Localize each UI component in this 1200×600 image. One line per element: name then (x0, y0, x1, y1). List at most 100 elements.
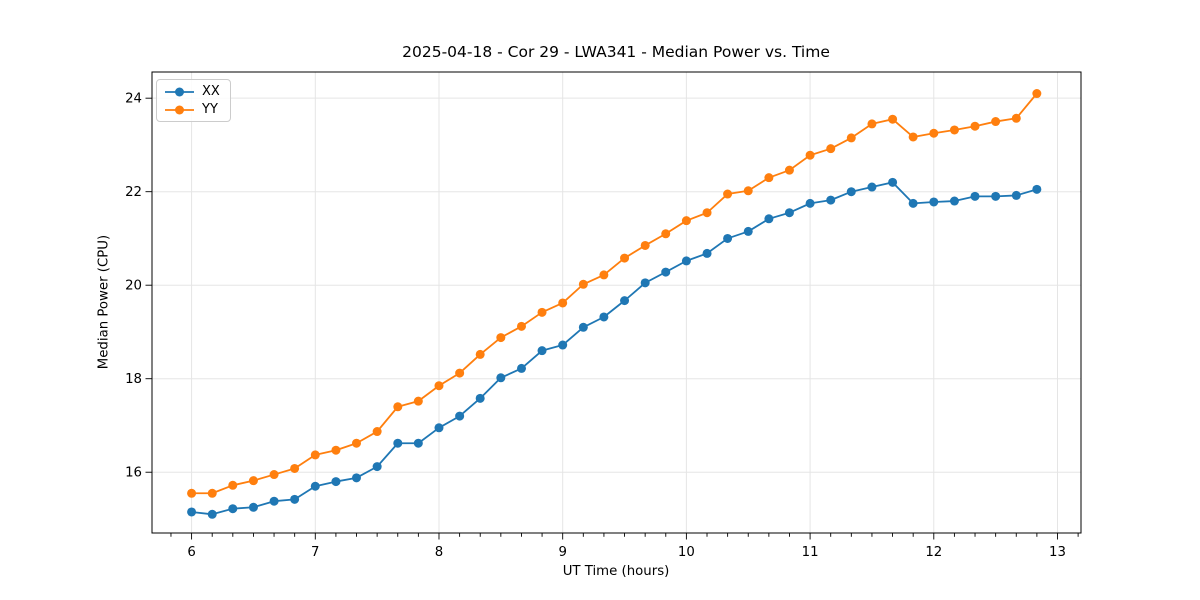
data-point-marker (496, 333, 506, 343)
data-point-marker (640, 240, 650, 250)
data-point-marker (516, 321, 526, 331)
data-point-marker (413, 438, 423, 448)
x-tick-label: 13 (1049, 545, 1066, 560)
data-point-marker (723, 233, 733, 243)
data-point-marker (1032, 89, 1042, 99)
data-point-marker (599, 270, 609, 280)
data-point-marker (310, 450, 320, 460)
data-point-marker (908, 198, 918, 208)
data-point-marker (372, 427, 382, 437)
data-point-marker (723, 189, 733, 199)
data-point-marker (187, 488, 197, 498)
data-point-marker (434, 423, 444, 433)
data-point-marker (991, 117, 1001, 127)
series-xx (187, 177, 1042, 519)
data-point-marker (331, 477, 341, 487)
data-point-marker (475, 393, 485, 403)
data-point-marker (455, 411, 465, 421)
series-line (191, 92, 1038, 495)
data-point-marker (888, 114, 898, 124)
data-point-marker (743, 226, 753, 236)
x-tick-label: 11 (802, 545, 819, 560)
data-point-marker (826, 195, 836, 205)
tick-labels: 6 7 8 9 10 11 12 13 16 18 20 22 24 (125, 92, 1066, 560)
data-point-marker (991, 191, 1001, 201)
data-point-marker (764, 173, 774, 183)
series-line (191, 181, 1038, 516)
data-point-marker (784, 165, 794, 175)
data-point-marker (537, 307, 547, 317)
data-point-marker (516, 363, 526, 373)
data-point-marker (929, 197, 939, 207)
data-point-marker (826, 144, 836, 154)
data-point-marker (620, 253, 630, 263)
y-tick-label: 22 (125, 185, 142, 200)
grid-lines (152, 72, 1081, 533)
data-point-marker (558, 340, 568, 350)
data-point-marker (290, 463, 300, 473)
data-point-marker (846, 187, 856, 197)
data-point-marker (805, 198, 815, 208)
data-point-marker (764, 214, 774, 224)
data-point-marker (187, 507, 197, 517)
data-point-marker (867, 119, 877, 129)
x-tick-label: 10 (678, 545, 695, 560)
data-point-marker (640, 278, 650, 288)
data-point-marker (578, 322, 588, 332)
data-point-marker (888, 177, 898, 187)
legend-item-yy: YY (164, 102, 220, 117)
data-point-marker (496, 373, 506, 383)
data-point-marker (929, 128, 939, 138)
data-point-marker (269, 470, 279, 480)
axis-ticks (145, 97, 1079, 540)
data-point-marker (702, 208, 712, 218)
data-point-marker (393, 438, 403, 448)
legend-label-xx: XX (202, 84, 220, 99)
y-axis-label: Median Power (CPU) (96, 234, 112, 370)
x-tick-label: 9 (558, 545, 566, 560)
x-tick-label: 7 (311, 545, 319, 560)
legend-item-xx: XX (164, 84, 220, 99)
data-point-marker (475, 349, 485, 359)
data-point-marker (248, 502, 258, 512)
y-tick-label: 18 (125, 372, 142, 387)
data-point-marker (970, 121, 980, 131)
data-point-marker (558, 298, 568, 308)
data-point-marker (599, 312, 609, 322)
data-point-marker (867, 182, 877, 192)
data-point-marker (207, 509, 217, 519)
data-point-marker (949, 125, 959, 135)
data-point-marker (393, 402, 403, 412)
data-point-marker (743, 186, 753, 196)
data-point-marker (1011, 190, 1021, 200)
data-point-marker (351, 473, 361, 483)
yy-line-sample-icon (165, 105, 194, 114)
legend: XX YY (156, 79, 231, 122)
y-tick-label: 16 (125, 466, 142, 481)
data-point-marker (702, 248, 712, 258)
data-point-marker (908, 132, 918, 142)
x-tick-label: 6 (187, 545, 195, 560)
legend-label-yy: YY (202, 102, 218, 117)
data-point-marker (1032, 184, 1042, 194)
data-point-marker (310, 481, 320, 491)
data-point-marker (269, 496, 279, 506)
data-point-marker (351, 438, 361, 448)
data-point-marker (331, 445, 341, 455)
data-point-marker (434, 381, 444, 391)
data-point-marker (537, 346, 547, 356)
data-point-marker (661, 267, 671, 277)
y-tick-label: 24 (125, 92, 142, 107)
x-axis-label: UT Time (hours) (562, 564, 670, 579)
data-point-marker (228, 480, 238, 490)
data-point-marker (970, 191, 980, 201)
chart-title: 2025-04-18 - Cor 29 - LWA341 - Median Po… (402, 43, 830, 61)
data-point-marker (455, 368, 465, 378)
data-point-marker (207, 488, 217, 498)
data-point-marker (681, 216, 691, 226)
data-point-marker (413, 396, 423, 406)
data-point-marker (661, 229, 671, 239)
data-point-marker (228, 504, 238, 514)
